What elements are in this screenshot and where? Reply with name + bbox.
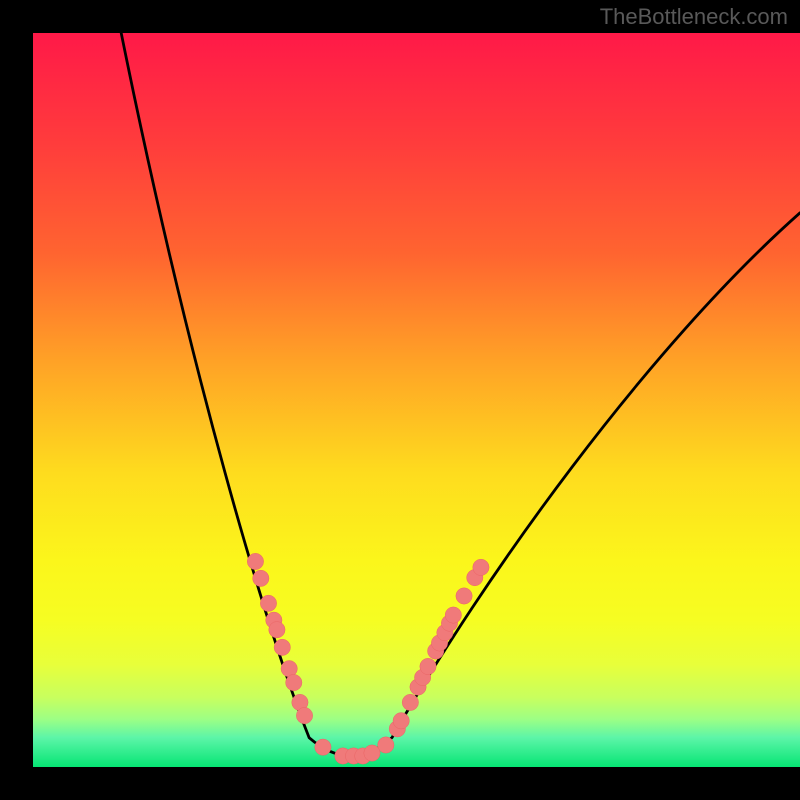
marker-dot [420,658,436,674]
marker-dot [286,674,302,690]
marker-dot [274,639,290,655]
marker-dot [473,559,489,575]
sample-markers [33,33,800,767]
marker-dot [260,595,276,611]
marker-dot [269,622,285,638]
marker-dot [253,570,269,586]
x-axis-bar [0,767,800,800]
marker-dot [378,737,394,753]
y-axis-bar [0,0,33,800]
marker-dot [393,713,409,729]
plot-area [33,33,800,767]
marker-dot [296,707,312,723]
marker-dot [247,553,263,569]
marker-dot [402,694,418,710]
marker-dot [445,607,461,623]
marker-dot [456,588,472,604]
marker-dot [315,739,331,755]
watermark-text: TheBottleneck.com [600,4,788,30]
